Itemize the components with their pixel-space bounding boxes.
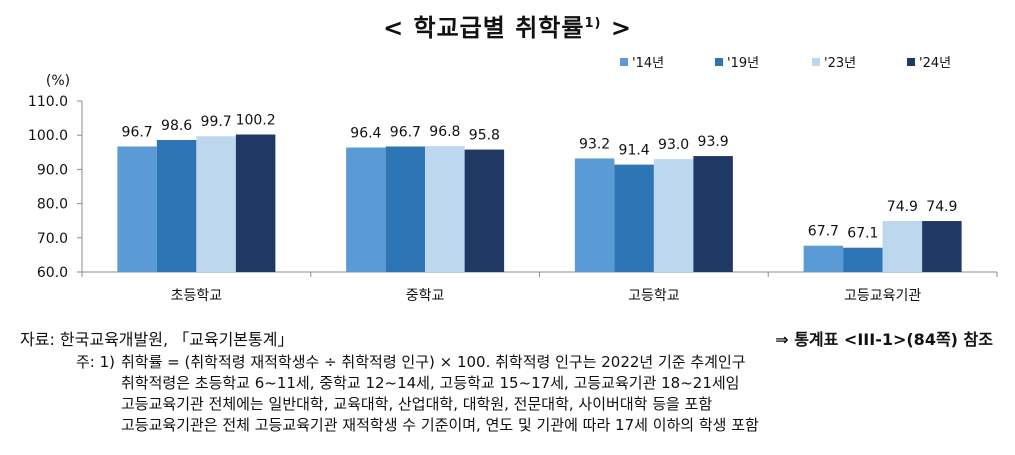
bar bbox=[385, 146, 426, 272]
bar-value-label: 93.0 bbox=[658, 137, 689, 153]
chart-title-footnote-mark: 1) bbox=[584, 16, 602, 31]
legend-label: '23년 bbox=[824, 56, 856, 71]
y-tick-label: 100.0 bbox=[28, 128, 68, 144]
footnote-text: 취학률 = (취학적령 재적학생수 ÷ 취학적령 인구) × 100. 취학적령… bbox=[121, 353, 746, 371]
bar-value-label: 96.4 bbox=[350, 126, 381, 142]
legend-label: '14년 bbox=[632, 56, 664, 71]
bar-value-label: 99.7 bbox=[201, 114, 232, 130]
bar bbox=[425, 146, 465, 272]
bar-chart: 60.0 70.0 80.0 90.0 100.0 110.0 (%) 초등학교 중학교 고등학교… bbox=[28, 56, 998, 304]
bar-value-label: 67.7 bbox=[808, 224, 839, 240]
legend-swatch bbox=[907, 58, 915, 66]
bar bbox=[464, 149, 505, 272]
footnote-text: 취학적령은 초등학교 6~11세, 중학교 12~14세, 고등학교 15~17… bbox=[121, 374, 740, 392]
footnotes: 주: 1) 취학률 = (취학적령 재적학생수 ÷ 취학적령 인구) × 100.… bbox=[20, 352, 759, 436]
bar bbox=[235, 134, 276, 272]
legend-swatch bbox=[715, 58, 723, 66]
footnote-head bbox=[20, 373, 121, 394]
bar-value-label: 93.9 bbox=[698, 134, 729, 150]
bar-value-label: 74.9 bbox=[926, 199, 957, 215]
bar bbox=[156, 139, 197, 272]
y-tick-label: 110.0 bbox=[28, 94, 68, 110]
bar bbox=[922, 221, 962, 272]
bar-value-label: 74.9 bbox=[887, 199, 918, 215]
footnote-row: 고등교육기관은 전체 고등교육기관 재적학생 수 기준이며, 연도 및 기관에 … bbox=[20, 415, 759, 436]
bar bbox=[653, 159, 694, 272]
bar-value-label: 93.2 bbox=[579, 136, 610, 152]
footnote-text: 고등교육기관은 전체 고등교육기관 재적학생 수 기준이며, 연도 및 기관에 … bbox=[121, 416, 759, 434]
bar bbox=[693, 156, 733, 272]
source-reference-link[interactable]: ⇒ 통계표 <III-1>(84쪽) 참조 bbox=[775, 330, 993, 349]
x-category-label: 초등학교 bbox=[171, 288, 223, 304]
bar bbox=[843, 247, 883, 272]
x-category-label: 중학교 bbox=[406, 288, 445, 304]
chart-title-close: > bbox=[610, 14, 632, 42]
chart-title: < 학교급별 취학률1) > bbox=[0, 8, 1015, 43]
bar bbox=[882, 221, 923, 272]
bar-value-label: 95.8 bbox=[469, 128, 500, 144]
footnote-row: 취학적령은 초등학교 6~11세, 중학교 12~14세, 고등학교 15~17… bbox=[20, 373, 759, 394]
source-text: 자료: 한국교육개발원, 「교육기본통계」 bbox=[20, 330, 294, 349]
bar-value-label: 91.4 bbox=[619, 143, 650, 159]
legend-swatch bbox=[620, 58, 628, 66]
x-category-label: 고등교육기관 bbox=[844, 288, 921, 304]
bar bbox=[614, 164, 654, 272]
bar-value-label: 96.7 bbox=[390, 124, 421, 140]
y-tick-label: 80.0 bbox=[37, 197, 68, 213]
bar-value-label: 67.1 bbox=[847, 226, 878, 242]
y-axis-unit-label: (%) bbox=[46, 73, 70, 89]
legend-swatch bbox=[812, 58, 820, 66]
bar bbox=[346, 147, 386, 272]
footnote-head bbox=[20, 415, 121, 436]
bar-value-label: 96.8 bbox=[429, 124, 460, 140]
bar bbox=[196, 136, 236, 272]
chart-title-text: < 학교급별 취학률 bbox=[383, 14, 585, 42]
footnote-row: 주: 1) 취학률 = (취학적령 재적학생수 ÷ 취학적령 인구) × 100.… bbox=[20, 352, 759, 373]
footnote-head: 주: 1) bbox=[75, 353, 115, 371]
bar bbox=[117, 146, 157, 272]
x-category-label: 고등학교 bbox=[628, 288, 680, 304]
bar-value-label: 98.6 bbox=[161, 118, 192, 134]
footnote-row: 고등교육기관 전체에는 일반대학, 교육대학, 산업대학, 대학원, 전문대학,… bbox=[20, 394, 759, 415]
y-tick-label: 90.0 bbox=[37, 162, 68, 178]
bar-value-label: 100.2 bbox=[236, 113, 276, 129]
y-tick-label: 60.0 bbox=[37, 265, 68, 281]
bar bbox=[574, 158, 615, 272]
bar-value-label: 96.7 bbox=[122, 124, 153, 140]
legend-label: '24년 bbox=[919, 56, 951, 71]
bar bbox=[803, 245, 844, 272]
footnote-head bbox=[20, 394, 121, 415]
footnote-text: 고등교육기관 전체에는 일반대학, 교육대학, 산업대학, 대학원, 전문대학,… bbox=[121, 395, 713, 413]
y-tick-label: 70.0 bbox=[37, 231, 68, 247]
legend-label: '19년 bbox=[727, 56, 759, 71]
